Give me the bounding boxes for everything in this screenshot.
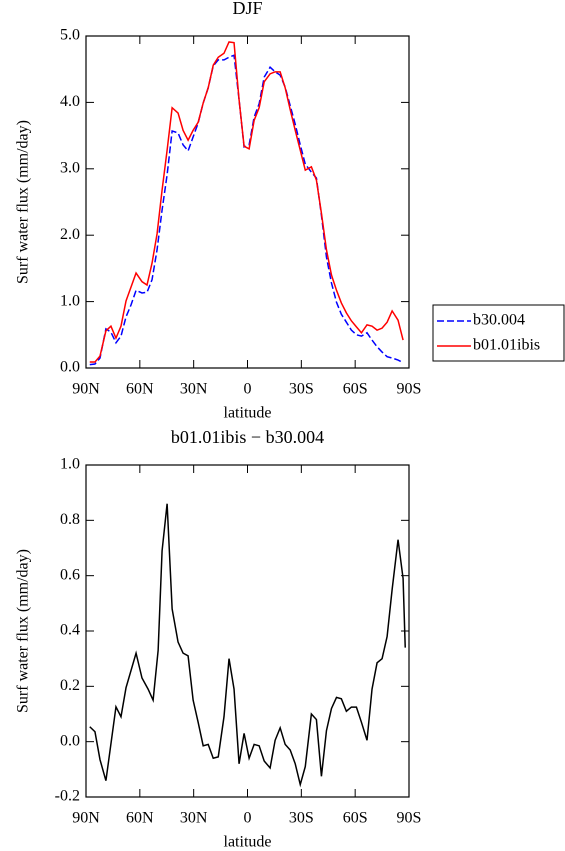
data-line [89,54,404,366]
y-tick-label: 1.0 [60,292,80,309]
y-axis-label: Surf water flux (mm/day) [15,120,32,284]
plot-frame [85,464,410,798]
y-tick-label: 5.0 [60,27,80,44]
x-axis-label: latitude [224,405,272,422]
x-tick-label: 60N [126,810,154,827]
y-tick-label: 2.0 [60,226,80,243]
legend-label: b01.01ibis [473,337,540,354]
x-tick-label: 60S [343,381,368,398]
chart-title: b01.01ibis − b30.004 [171,427,324,447]
x-tick-label: 30S [289,810,314,827]
x-tick-label: 90S [397,381,422,398]
chart-title: DJF [232,0,262,18]
y-tick-label: 0.4 [60,622,80,639]
data-line [89,503,406,788]
x-tick-label: 30S [289,381,314,398]
y-tick-label: 0.0 [60,732,80,749]
data-line [89,41,404,363]
y-tick-label: 0.0 [60,359,80,376]
x-tick-label: 90N [72,810,100,827]
y-tick-label: 0.6 [60,566,80,583]
x-tick-label: 90N [72,381,100,398]
panel: b01.01ibis − b30.004 latitude Surf water f… [15,427,422,851]
x-tick-label: 90S [397,810,422,827]
y-tick-label: 1.0 [60,456,80,473]
y-tick-label: -0.2 [55,788,80,805]
y-tick-label: 3.0 [60,159,80,176]
y-tick-label: 0.8 [60,511,80,528]
x-tick-label: 0 [244,381,252,398]
y-axis-label: Surf water flux (mm/day) [15,549,32,713]
x-tick-label: 60S [343,810,368,827]
legend-label: b30.004 [473,312,525,329]
legend-box [432,304,565,362]
y-tick-label: 4.0 [60,93,80,110]
x-axis-label: latitude [224,834,272,851]
x-tick-label: 0 [244,810,252,827]
x-tick-label: 60N [126,381,154,398]
x-tick-label: 30N [180,381,208,398]
panel: DJF latitude Surf water flux (mm/day) 0.0 1.… [15,0,565,422]
x-tick-label: 30N [180,810,208,827]
y-tick-label: 0.2 [60,677,80,694]
plot-frame [85,35,410,369]
